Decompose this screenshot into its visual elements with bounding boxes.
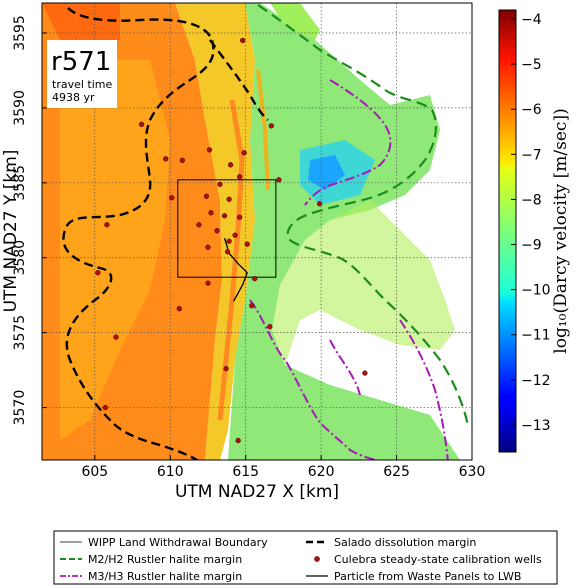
calibration-well — [224, 249, 231, 255]
travel-time-label: travel time — [52, 78, 112, 91]
calibration-well — [102, 404, 109, 411]
calibration-well — [196, 222, 202, 228]
wells-layer — [95, 37, 368, 444]
calibration-well — [169, 195, 175, 201]
calibration-well — [221, 213, 228, 219]
legend-box — [53, 530, 558, 585]
calibration-well — [268, 123, 274, 129]
colorbar-tick-label: −5 — [521, 57, 542, 73]
legend-label: M2/H2 Rustler halite margin — [88, 553, 242, 566]
calibration-well — [205, 280, 211, 286]
colorbar-label: log₁₀(Darcy velocity [m/sec]) — [551, 108, 571, 353]
wipp-boundary-layer — [177, 179, 277, 278]
x-axis-label: UTM NAD27 X [km] — [175, 482, 339, 502]
calibration-well — [240, 37, 246, 44]
calibration-well — [235, 437, 241, 444]
travel-time-value: 4938 yr — [52, 91, 95, 104]
y-tick-label: 3585 — [12, 165, 28, 201]
y-tick-label: 3570 — [12, 390, 28, 426]
colorbar — [498, 9, 517, 453]
colorbar-tick-label: −13 — [521, 418, 551, 434]
calibration-well — [179, 157, 185, 163]
calibration-well — [267, 323, 273, 330]
colorbar-tick-label: −7 — [521, 147, 542, 163]
legend-label: WIPP Land Withdrawal Boundary — [88, 536, 268, 549]
y-ticks: 3570 3575 3580 3585 3590 3595 — [12, 15, 47, 425]
calibration-well — [113, 334, 119, 340]
salado-margin — [62, 7, 215, 460]
plot-frame — [41, 2, 473, 461]
legend: WIPP Land Withdrawal Boundary Salado diss… — [60, 536, 542, 583]
calibration-well — [227, 162, 234, 168]
m3h3-margin — [304, 79, 392, 206]
calibration-well — [276, 177, 282, 183]
x-tick-label: 625 — [383, 464, 410, 480]
y-tick-label: 3590 — [12, 90, 28, 126]
colorbar-tick-label: −8 — [521, 192, 542, 208]
calibration-well — [236, 174, 243, 180]
legend-label: M3/H3 Rustler halite margin — [88, 570, 242, 583]
calibration-well — [203, 193, 210, 199]
salado-margin-upper — [209, 39, 269, 121]
x-tick-label: 605 — [81, 464, 108, 480]
calibration-well — [232, 232, 238, 238]
calibration-well — [241, 150, 247, 156]
calibration-well — [244, 241, 250, 247]
x-tick-label: 630 — [459, 464, 486, 480]
m3h3-margin-lower — [249, 299, 449, 460]
colorbar-tick-label: −4 — [521, 12, 542, 28]
calibration-well — [362, 370, 368, 376]
calibration-well — [206, 147, 213, 153]
velocity-field — [42, 3, 472, 460]
calibration-well — [252, 276, 258, 282]
calibration-well — [176, 306, 182, 312]
calibration-well — [138, 121, 145, 128]
m2h2-margin — [257, 4, 470, 426]
x-tick-label: 620 — [308, 464, 335, 480]
y-tick-label: 3580 — [12, 240, 28, 276]
calibration-well — [226, 196, 232, 202]
legend-swatch — [314, 556, 320, 562]
colorbar-tick-label: −9 — [521, 238, 542, 254]
y-axis-label: UTM NAD27 Y [km] — [1, 150, 21, 313]
colorbar-tick-label: −6 — [521, 102, 542, 118]
calibration-well — [316, 201, 323, 207]
map-overlays — [62, 4, 470, 460]
calibration-well — [236, 214, 243, 220]
y-tick-label: 3575 — [12, 315, 28, 351]
wipp-boundary — [177, 179, 277, 278]
calibration-well — [104, 222, 110, 228]
calibration-well — [163, 156, 169, 162]
calibration-well — [217, 181, 223, 187]
x-tick-label: 615 — [232, 464, 259, 480]
x-ticks: 605 610 615 620 625 630 — [81, 455, 485, 480]
colorbar-ticks: −4 −5 −6 −7 −8 −9 −10 −11 −12 −13 — [511, 12, 551, 434]
legend-label: Particle from Waste Panels to LWB — [334, 570, 521, 583]
annotation-box — [47, 40, 117, 108]
legend-label: Salado dissolution margin — [334, 536, 476, 549]
colorbar-tick-label: −11 — [521, 328, 551, 344]
calibration-well — [208, 210, 214, 216]
x-tick-label: 610 — [157, 464, 184, 480]
calibration-well — [223, 365, 229, 372]
calibration-well — [226, 238, 232, 244]
calibration-well — [214, 228, 220, 234]
colorbar-tick-label: −10 — [521, 283, 551, 299]
calibration-well — [95, 270, 101, 276]
legend-label: Culebra steady-state calibration wells — [334, 553, 542, 566]
calibration-well — [205, 244, 211, 250]
y-tick-label: 3595 — [12, 15, 28, 51]
colorbar-tick-label: −12 — [521, 373, 551, 389]
realization-label: r571 — [51, 47, 111, 77]
calibration-well — [249, 303, 255, 309]
